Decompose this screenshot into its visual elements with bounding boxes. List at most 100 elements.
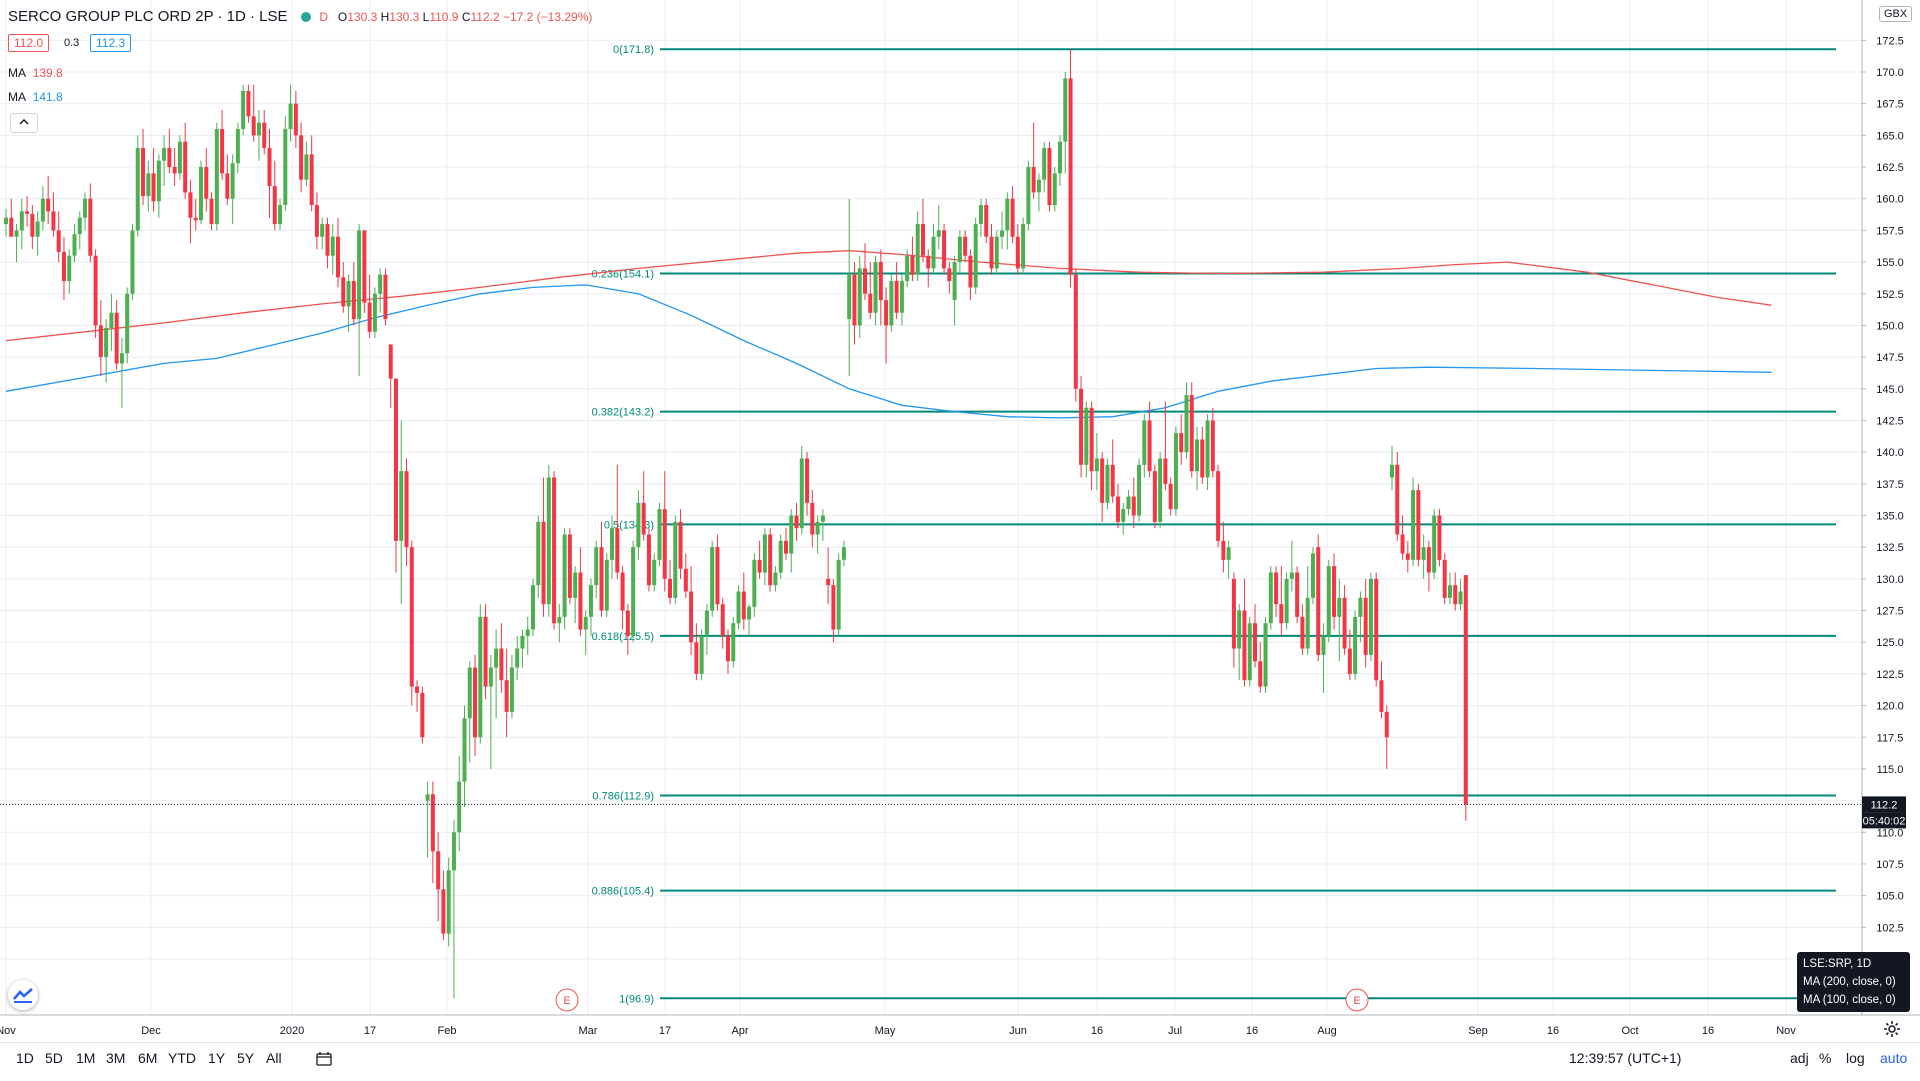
candle-body: [1337, 597, 1342, 617]
candle-body: [1137, 464, 1142, 516]
candle-body: [1026, 167, 1031, 225]
price-axis: 100.0102.5105.0107.5110.0112.5115.0117.5…: [1862, 35, 1904, 966]
collapse-indicators-button[interactable]: [10, 113, 38, 133]
candle-body: [1268, 572, 1273, 624]
bid-price[interactable]: 112.0: [8, 34, 50, 52]
candle: [114, 300, 119, 370]
candle: [578, 547, 583, 636]
candle-body: [899, 281, 904, 313]
candle-body: [425, 794, 430, 801]
auto-scale-button[interactable]: auto: [1880, 1050, 1908, 1066]
candle: [98, 300, 103, 377]
time-tick-label: 16: [1246, 1025, 1258, 1037]
candle-body: [388, 344, 393, 379]
candle: [67, 249, 72, 294]
candle: [35, 211, 40, 256]
countdown-label: 05:40:02: [1863, 815, 1906, 827]
candle-body: [1084, 407, 1089, 465]
candle: [1332, 553, 1337, 630]
timeframe-5y-button[interactable]: 5Y: [237, 1050, 255, 1066]
candle: [778, 534, 783, 579]
candle: [304, 141, 309, 187]
timeframe-1y-button[interactable]: 1Y: [208, 1050, 226, 1066]
candle-body: [214, 129, 219, 225]
ma-100-row[interactable]: MA 141.8: [8, 90, 63, 104]
candle-body: [620, 572, 625, 611]
candle: [1163, 401, 1168, 491]
candle: [1279, 566, 1284, 636]
candle-body: [304, 154, 309, 180]
event-label: E: [563, 995, 570, 1007]
percent-button[interactable]: %: [1819, 1050, 1832, 1066]
legend-ma-200: MA (200, close, 0): [1803, 976, 1896, 988]
timeframe-6m-button[interactable]: 6M: [138, 1050, 158, 1066]
candle-body: [235, 129, 240, 164]
candle-body: [209, 198, 214, 225]
candle: [1390, 445, 1395, 491]
candle-body: [14, 230, 19, 237]
legend-ma-100: MA (100, close, 0): [1803, 994, 1896, 1006]
ma-200-row[interactable]: MA 139.8: [8, 66, 63, 80]
log-scale-button[interactable]: log: [1846, 1050, 1865, 1066]
candle-body: [162, 148, 167, 161]
timeframe-5d-button[interactable]: 5D: [45, 1050, 63, 1066]
timeframe-ytd-button[interactable]: YTD: [168, 1050, 196, 1066]
logo-icon: [13, 988, 33, 1003]
candle-body: [1205, 420, 1210, 478]
currency-badge[interactable]: GBX: [1879, 6, 1913, 22]
candle: [978, 198, 983, 237]
candle: [736, 585, 741, 630]
candle: [1173, 426, 1178, 516]
settings-gear-icon[interactable]: [1883, 1020, 1901, 1038]
candle-body: [931, 236, 936, 269]
time-tick-label: Oct: [1621, 1025, 1638, 1037]
candle: [847, 198, 852, 377]
candle: [899, 274, 904, 326]
candle-body: [1089, 407, 1094, 472]
candle-body: [488, 667, 493, 687]
candle: [878, 249, 883, 326]
candle-body: [230, 163, 235, 199]
adj-button[interactable]: adj: [1790, 1050, 1809, 1066]
price-chart[interactable]: 0(171.8)0.236(154.1)0.382(143.2)0.5(134.…: [0, 0, 1920, 1042]
candle: [915, 211, 920, 282]
candle-body: [831, 585, 836, 630]
candle: [446, 857, 451, 947]
candle: [820, 509, 825, 541]
timeframe-3m-button[interactable]: 3M: [106, 1050, 126, 1066]
candle-body: [973, 224, 978, 288]
candle-body: [1252, 623, 1257, 662]
candle-body: [1447, 585, 1452, 598]
candle-body: [1310, 553, 1315, 598]
calendar-icon[interactable]: [316, 1052, 332, 1066]
candle-body: [467, 667, 472, 719]
ask-price[interactable]: 112.3: [90, 34, 132, 52]
candle: [857, 255, 862, 339]
tradingview-logo-button[interactable]: [8, 980, 38, 1010]
timeframe-1d-button[interactable]: 1D: [16, 1050, 34, 1066]
timeframe-all-button[interactable]: All: [266, 1050, 282, 1066]
candle: [330, 224, 335, 275]
candle-body: [720, 604, 725, 636]
candle: [1131, 477, 1136, 529]
candle: [768, 528, 773, 592]
candle: [631, 540, 636, 643]
price-tick-label: 160.0: [1876, 194, 1904, 206]
spread-value: 0.3: [64, 37, 80, 49]
candle-body: [689, 591, 694, 643]
timeframe-1m-button[interactable]: 1M: [76, 1050, 96, 1066]
candle-body: [1453, 585, 1458, 605]
price-tick-label: 117.5: [1877, 732, 1904, 744]
candle: [662, 471, 667, 592]
candle: [1432, 509, 1437, 579]
candle: [1063, 72, 1068, 174]
candle: [230, 154, 235, 225]
candle-body: [936, 230, 941, 237]
candle-body: [773, 572, 778, 586]
candle-body: [4, 217, 8, 225]
price-tick-label: 127.5: [1876, 606, 1904, 618]
candle: [72, 224, 77, 263]
clock-timezone[interactable]: 12:39:57 (UTC+1): [1569, 1050, 1682, 1066]
candle-body: [820, 515, 825, 522]
price-tick-label: 102.5: [1876, 922, 1904, 934]
